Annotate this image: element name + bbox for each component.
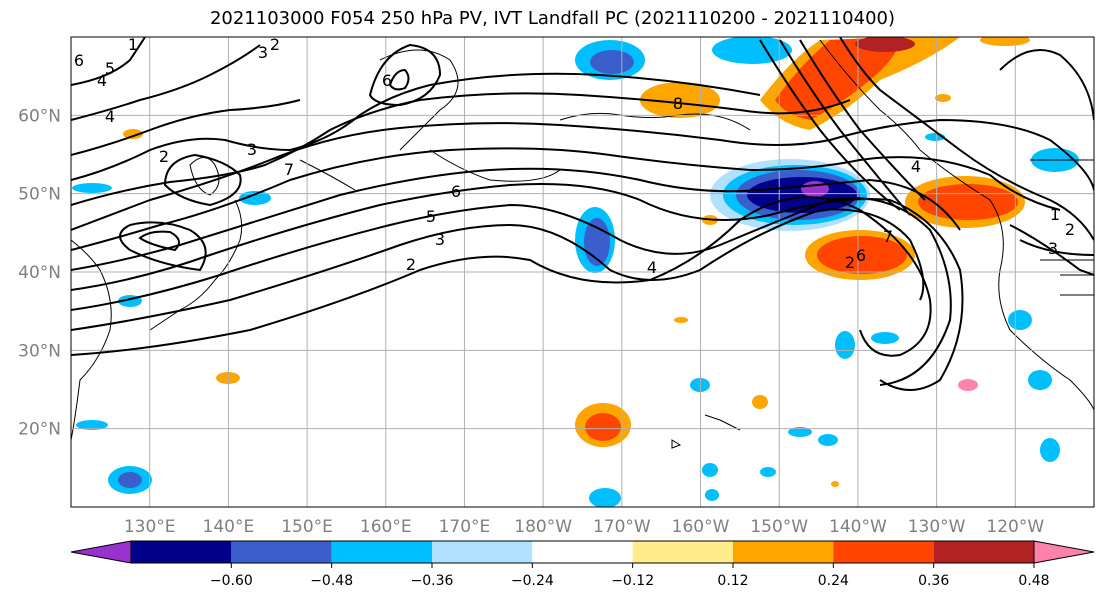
pv-contours [71,37,1094,391]
colorbar-swatch [231,541,332,563]
graticule [71,37,1094,507]
latitude-label: 60°N [18,106,61,126]
contour-value-label: 7 [284,160,294,179]
colorbar-tick-label: −0.60 [210,573,253,589]
colorbar-tick-label: −0.24 [511,573,554,589]
colorbar-swatch [933,541,1034,563]
colorbar-tick-label: −0.48 [310,573,353,589]
colorbar-extend-high [1033,540,1095,564]
colorbar-swatch [632,541,733,563]
colorbar-swatch [432,541,533,563]
longitude-label: 170°W [593,517,651,537]
contour-value-label: 6 [74,51,84,70]
latitude-label: 30°N [18,341,61,361]
longitude-label: 130°E [124,517,176,537]
longitude-label: 150°E [281,517,333,537]
contour-value-label: 3 [435,230,445,249]
longitude-label: 170°E [439,517,491,537]
contour-value-label: 5 [105,59,115,78]
longitude-label: 140°W [829,517,887,537]
contour-value-label: 4 [911,157,921,176]
colorbar: −0.60 −0.48 −0.36 −0.24 −0.12 0.12 0.24 0.36 0.4… [70,540,1095,589]
colorbar-outline [130,540,1035,564]
contour-value-label: 6 [451,182,461,201]
contour-value-label: 2 [1065,220,1075,239]
longitude-labels: 130°E 140°E 150°E 160°E 170°E 180°W 170°W 160°W… [124,517,1045,537]
map-frame [70,36,1095,508]
colorbar-swatch [331,541,432,563]
contour-value-label: 1 [128,35,138,54]
contour-value-label: 6 [856,246,866,265]
contour-value-label: 2 [159,147,169,166]
latitude-labels: 60°N 50°N 40°N 30°N 20°N [18,106,61,439]
latitude-label: 50°N [18,185,61,205]
contour-value-label: 7 [883,227,893,246]
ivt-shading [72,37,1079,507]
colorbar-swatch [131,541,232,563]
contour-value-label: 6 [382,71,392,90]
colorbar-tick-label: −0.36 [411,573,454,589]
latitude-label: 40°N [18,263,61,283]
contour-value-label: 3 [258,43,268,62]
colorbar-extend-low [70,540,132,564]
contour-value-label: 1 [1050,205,1060,224]
colorbar-tick-label: 0.36 [918,573,949,589]
contour-value-label: 4 [97,71,107,90]
contour-value-label: 3 [247,140,257,159]
longitude-label: 160°E [360,517,412,537]
colorbar-swatch [833,541,934,563]
contour-value-label: 3 [1048,239,1058,258]
colorbar-swatch [733,541,834,563]
colorbar-swatch [532,541,633,563]
colorbar-tick-label: 0.24 [818,573,849,589]
figure-title: 2021103000 F054 250 hPa PV, IVT Landfall… [209,8,896,29]
contour-value-label: 2 [406,255,416,274]
latitude-label: 20°N [18,420,61,440]
longitude-label: 120°W [986,517,1044,537]
longitude-label: 130°W [908,517,966,537]
contour-value-label: 4 [647,258,657,277]
colorbar-tick-label: 0.48 [1018,573,1049,589]
contour-value-label: 2 [270,35,280,54]
contour-value-label: 5 [426,207,436,226]
contour-value-label: 8 [673,94,683,113]
longitude-label: 180°W [514,517,572,537]
colorbar-tick-label: 0.12 [717,573,748,589]
longitude-label: 160°W [672,517,730,537]
longitude-label: 140°E [203,517,255,537]
contour-value-label: 2 [845,253,855,272]
longitude-label: 150°W [750,517,808,537]
colorbar-tick-label: −0.12 [611,573,654,589]
contour-value-label: 4 [105,107,115,126]
